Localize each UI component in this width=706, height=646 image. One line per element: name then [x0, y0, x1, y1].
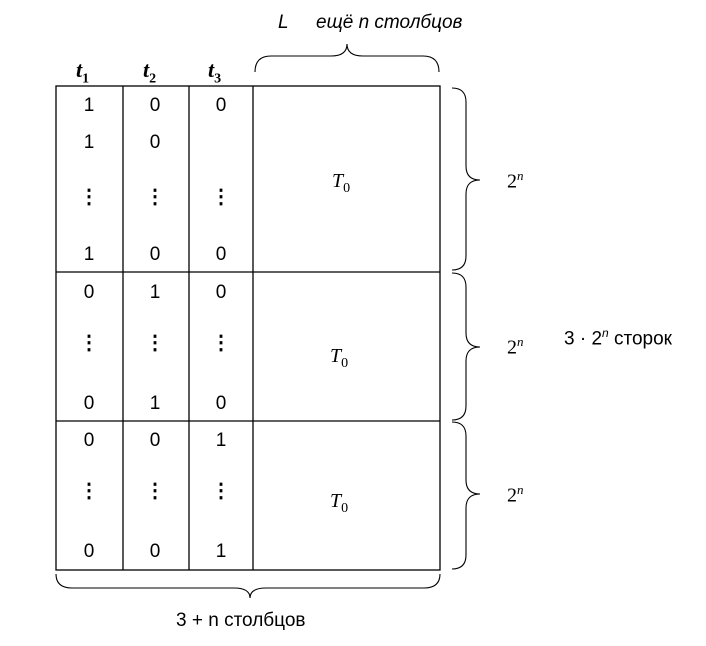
cell-b1-r2-c2: 0 [149, 132, 161, 153]
cell-b1-r2-c1: 1 [83, 132, 95, 153]
cell-b1-r4-c3: 0 [215, 244, 227, 265]
cell-b3-r3-c1: 0 [83, 541, 95, 562]
right-brace-3 [451, 421, 481, 570]
cell-b2-r1-c3: 0 [215, 282, 227, 303]
l-label: L [278, 12, 289, 33]
cell-b3-r2-c1: ⋮ [79, 480, 99, 502]
more-columns-label: ещё n столбцов [316, 12, 463, 33]
cell-b1-r3-c3: ⋮ [211, 186, 231, 208]
cell-b1-r3-c1: ⋮ [79, 186, 99, 208]
cell-b1-r3-c2: ⋮ [145, 186, 165, 208]
cell-b1-r1-c3: 0 [215, 95, 227, 116]
right-brace-2 [451, 272, 481, 421]
cell-b3-r3-c3: 1 [215, 541, 227, 562]
cell-b2-r3-c2: 1 [149, 393, 161, 414]
t0-block-3: T0 [330, 490, 349, 516]
right-brace-1 [451, 87, 481, 271]
total-rows-label: 3 · 2n сторок [564, 326, 672, 350]
bottom-columns-label: 3 + n столбцов [176, 610, 306, 631]
header-t3: t3 [208, 57, 222, 87]
cell-b2-r2-c2: ⋮ [145, 332, 165, 354]
cell-b2-r2-c1: ⋮ [79, 332, 99, 354]
cell-b3-r1-c1: 0 [83, 430, 95, 451]
cell-b2-r3-c3: 0 [215, 393, 227, 414]
cell-b1-r1-c2: 0 [149, 95, 161, 116]
t0-block-2: T0 [330, 345, 349, 371]
cell-b1-r1-c1: 1 [83, 95, 95, 116]
cell-b2-r3-c1: 0 [83, 393, 95, 414]
cell-b3-r1-c2: 0 [149, 430, 161, 451]
header-t1: t1 [76, 57, 90, 87]
header-t2: t2 [143, 57, 157, 87]
bottom-brace [55, 573, 441, 599]
cell-b3-r3-c2: 0 [149, 541, 161, 562]
cell-b1-r4-c2: 0 [149, 244, 161, 265]
t0-block-1: T0 [332, 170, 351, 196]
cell-b2-r2-c3: ⋮ [211, 332, 231, 354]
top-brace [254, 43, 440, 73]
brace-label-3: 2n [507, 482, 524, 507]
brace-label-2: 2n [507, 334, 524, 359]
brace-label-1: 2n [507, 168, 524, 193]
cell-b2-r1-c2: 1 [149, 282, 161, 303]
cell-b2-r1-c1: 0 [83, 282, 95, 303]
cell-b1-r4-c1: 1 [83, 244, 95, 265]
cell-b3-r2-c2: ⋮ [145, 480, 165, 502]
table-border [55, 85, 441, 571]
cell-b3-r1-c3: 1 [215, 430, 227, 451]
cell-b3-r2-c3: ⋮ [211, 480, 231, 502]
